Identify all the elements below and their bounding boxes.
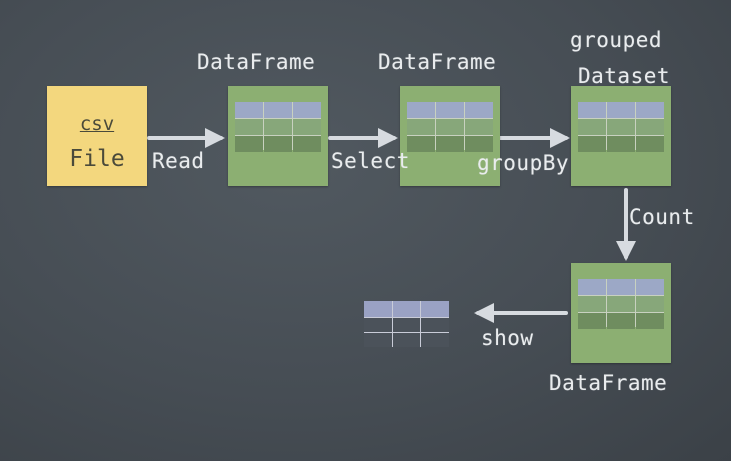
csv-file-label-top: csv [79,113,115,135]
dataframe-1-table-icon [235,102,321,152]
grouped-dataset-label-top: grouped [570,28,663,52]
csv-file-node: csv File [47,86,147,186]
dataframe-2-table-icon [407,102,493,152]
dataframe-3-label: DataFrame [549,371,668,395]
dataframe-2-node [400,86,500,186]
grouped-dataset-node [571,86,671,186]
show-edge-label: show [481,326,534,350]
select-edge-label: Select [331,149,410,173]
csv-file-label-bottom: File [69,146,125,172]
grouped-dataset-label-bottom: Dataset [578,64,671,88]
dataframe-2-label: DataFrame [378,50,497,74]
read-edge-label: Read [152,149,205,173]
dataframe-3-node [571,263,671,363]
dataframe-1-node [228,86,328,186]
groupby-edge-label: groupBy [477,151,570,175]
dataframe-3-table-icon [578,279,664,329]
output-table-icon [364,301,449,347]
count-edge-label: Count [629,205,695,229]
grouped-dataset-table-icon [578,102,664,152]
dataframe-1-label: DataFrame [197,50,316,74]
